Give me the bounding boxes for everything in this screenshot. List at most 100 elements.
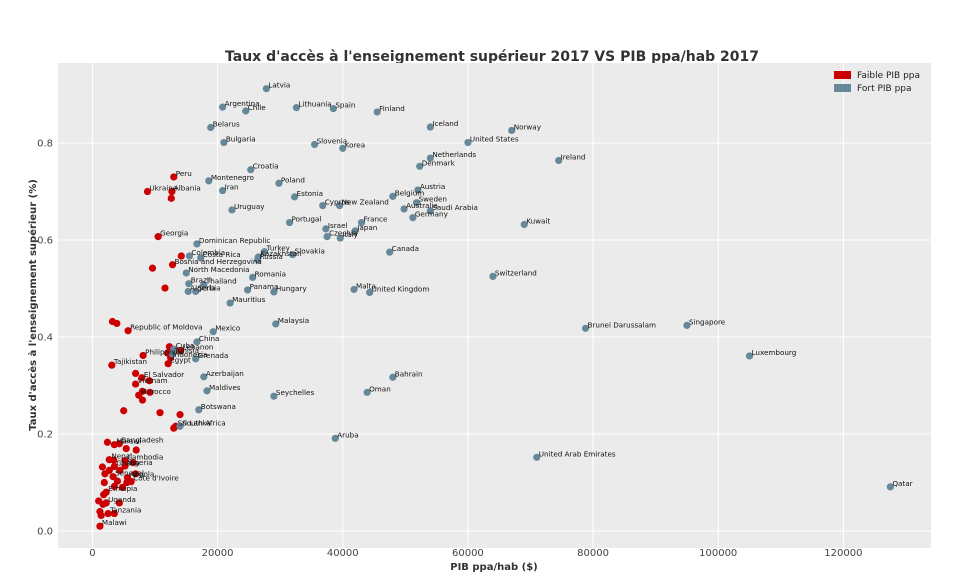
data-point: [129, 459, 137, 467]
point-label: Croatia: [253, 162, 279, 171]
data-point: [184, 287, 192, 296]
point-label: China: [199, 334, 220, 343]
point-label: Saudi Arabia: [432, 203, 478, 212]
point-label: Montenegro: [211, 173, 254, 182]
data-point: [389, 192, 397, 200]
data-point: [363, 388, 371, 396]
point-label: Cambodia: [127, 453, 163, 462]
point-label: Czechia: [329, 229, 357, 238]
y-axis-label: Taux d'accès à l'enseignement supérieur …: [27, 179, 39, 431]
data-point: [120, 407, 128, 415]
data-point: [176, 422, 184, 430]
point-label: Kuwait: [526, 217, 550, 226]
point-label: Canada: [392, 244, 419, 253]
data-point: [205, 177, 213, 185]
point-label: Luxembourg: [752, 348, 797, 357]
data-point: [98, 463, 107, 471]
point-label: Russia: [260, 252, 283, 261]
data-point: [132, 380, 140, 388]
legend-swatch-high: [834, 84, 851, 92]
data-point: [218, 186, 227, 195]
point-label: Hungary: [276, 284, 307, 293]
point-label: Mexico: [215, 324, 240, 333]
data-point: [389, 373, 397, 381]
point-label: Aruba: [337, 430, 358, 439]
data-point: [555, 156, 563, 165]
data-point: [139, 351, 147, 360]
data-point: [182, 269, 190, 277]
data-point: [357, 218, 366, 227]
data-point: [97, 511, 105, 520]
point-label: Slovakia: [295, 247, 325, 256]
data-point: [409, 214, 417, 222]
data-point: [272, 320, 280, 328]
data-point: [99, 500, 107, 508]
data-point: [247, 166, 255, 174]
point-label: Norway: [514, 122, 542, 131]
data-point: [254, 256, 262, 264]
data-point: [115, 499, 123, 507]
point-label: Senegal: [115, 469, 144, 478]
y-tick-label: 0.0: [37, 527, 53, 538]
data-point: [132, 470, 140, 478]
x-tick-label: 20000: [202, 548, 234, 559]
data-point: [122, 444, 130, 453]
data-point: [167, 194, 175, 202]
point-label: Lebanon: [183, 343, 214, 352]
data-point: [161, 284, 169, 292]
data-point: [143, 187, 152, 196]
x-tick-label: 0: [89, 548, 95, 559]
x-tick-label: 40000: [327, 548, 359, 559]
point-label: Cyprus: [325, 198, 350, 207]
data-point: [351, 227, 359, 235]
data-point: [683, 321, 691, 329]
point-label: United Kingdom: [372, 284, 430, 293]
x-axis-label: PIB ppa/hab ($): [450, 562, 537, 573]
point-label: Thailand: [205, 277, 237, 286]
data-point: [154, 233, 162, 241]
data-point: [262, 85, 270, 93]
data-point: [164, 360, 172, 368]
data-point: [123, 478, 131, 487]
data-point: [289, 250, 297, 259]
data-point: [132, 369, 140, 377]
x-tick-label: 80000: [577, 548, 609, 559]
data-point: [96, 522, 104, 530]
data-point: [113, 477, 122, 485]
point-label: Tunisia: [174, 346, 200, 355]
data-point: [168, 261, 177, 269]
data-point: [350, 285, 358, 294]
point-label: Ghana: [116, 459, 139, 468]
point-label: Malta: [356, 281, 376, 290]
y-tick-label: 0.4: [37, 333, 53, 344]
point-label: Bosnia and Herzegovina: [175, 257, 262, 266]
point-label: Grenada: [198, 351, 229, 360]
legend-label-low: Faible PIB ppa: [857, 71, 920, 81]
point-label: Portugal: [292, 215, 322, 224]
point-label: Republic of Moldova: [130, 323, 202, 332]
point-label: United Arab Emirates: [539, 449, 616, 458]
point-label: Belgium: [395, 188, 424, 197]
point-label: Maldives: [209, 383, 241, 392]
data-point: [489, 272, 497, 280]
point-label: Germany: [415, 210, 449, 219]
point-label: Netherlands: [432, 150, 476, 159]
point-label: Argentina: [225, 99, 260, 108]
point-label: Azerbaijan: [206, 369, 244, 378]
point-label: Panama: [250, 282, 279, 291]
point-label: Japan: [356, 223, 377, 232]
point-label: Turkey: [266, 244, 291, 253]
data-point: [168, 350, 177, 358]
point-label: Malawi: [102, 518, 127, 527]
point-label: Botswana: [201, 402, 236, 411]
data-point: [290, 193, 299, 201]
point-label: Israel: [328, 221, 348, 230]
grid-lines: [58, 63, 931, 548]
point-label: El Salvador: [144, 370, 184, 379]
y-tick-label: 0.6: [37, 236, 53, 247]
point-label: North Macedonia: [188, 265, 249, 274]
point-label: Seychelles: [276, 388, 315, 397]
data-point: [110, 456, 118, 464]
point-label: Tajikistan: [113, 357, 147, 366]
data-point: [209, 328, 217, 336]
